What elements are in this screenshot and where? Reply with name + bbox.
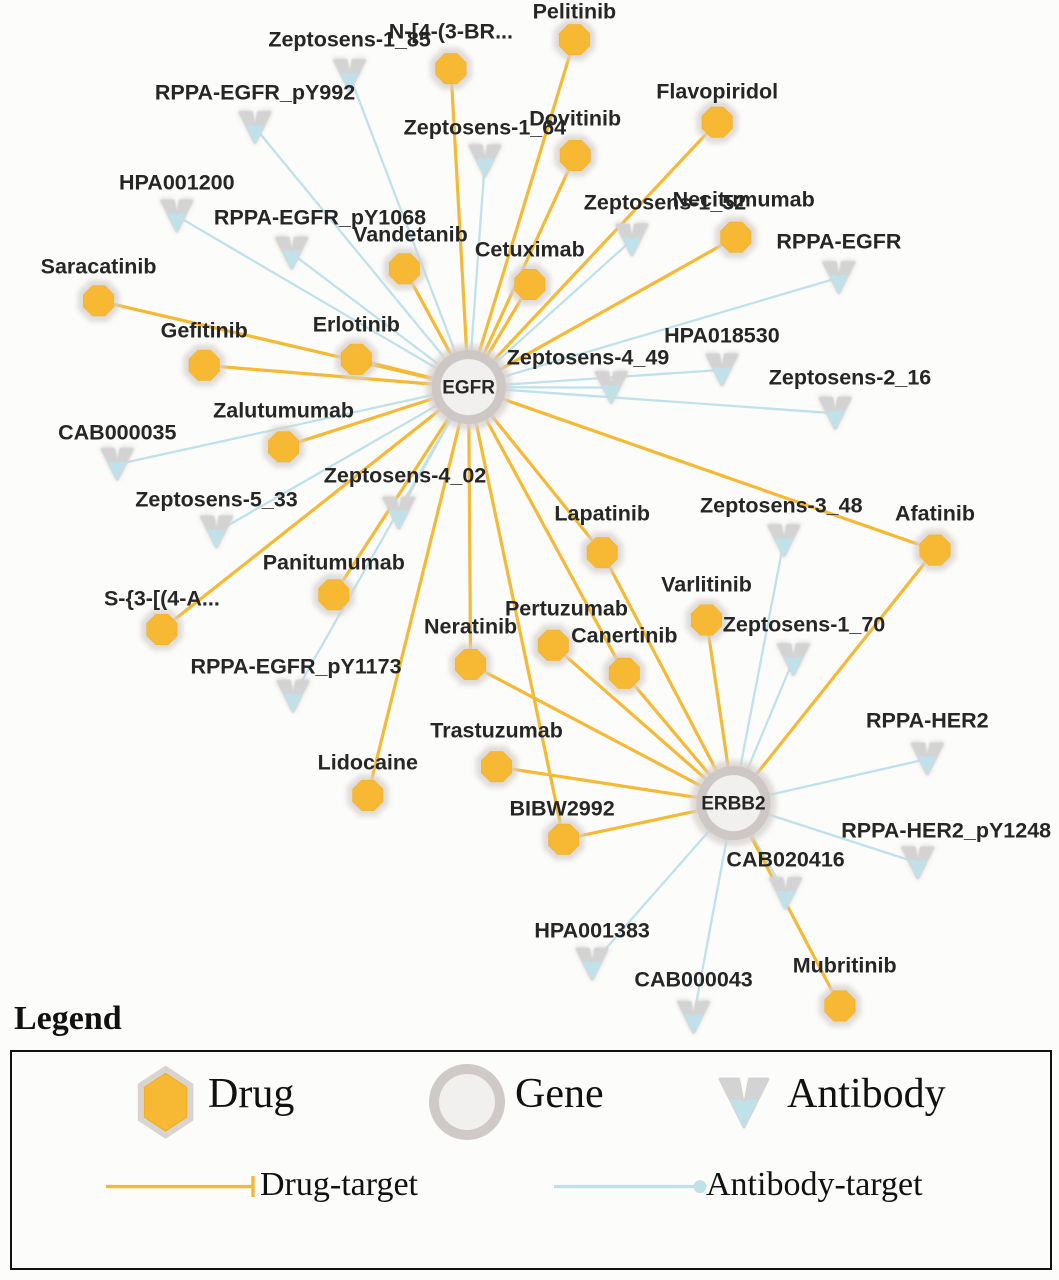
svg-text:ERBB2: ERBB2	[701, 794, 765, 815]
svg-text:EGFR: EGFR	[442, 378, 495, 399]
